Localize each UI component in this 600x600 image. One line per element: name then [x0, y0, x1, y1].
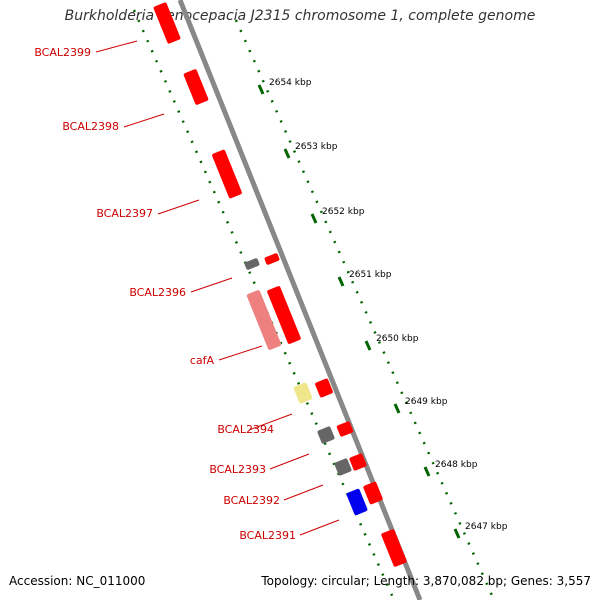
backbone — [177, 0, 423, 600]
gene-label: BCAL2398 — [62, 120, 119, 133]
leader-line — [157, 199, 200, 215]
scale-tick-mark — [337, 276, 345, 287]
accession-text: Accession: NC_011000 — [9, 574, 146, 588]
gene-label: BCAL2399 — [34, 46, 91, 59]
scale-tick-label: 2649 kbp — [405, 397, 448, 407]
gene-feature-gray — [244, 258, 260, 270]
tick-dots — [132, 9, 496, 600]
scale-tick-label: 2651 kbp — [349, 270, 392, 280]
scale-tick-label: 2653 kbp — [295, 142, 338, 152]
gene-label: BCAL2391 — [239, 529, 296, 542]
gene-feature-pink — [246, 290, 282, 350]
leader-line — [283, 484, 324, 501]
scale-tick-label: 2652 kbp — [322, 207, 365, 217]
gene-feature-gray — [317, 426, 335, 444]
scale-ticks: 2654 kbp 2653 kbp 2652 kbp 2651 kbp 2650 kbp… — [257, 78, 508, 539]
gene-feature-red — [183, 69, 209, 105]
scale-tick-mark — [310, 213, 318, 224]
genome-summary-text: Topology: circular; Length: 3,870,082 bp… — [261, 574, 591, 588]
gene-label: cafA — [190, 354, 215, 367]
leader-line — [269, 453, 310, 470]
scale-tick-mark — [257, 84, 265, 95]
gene-feature-yellow — [293, 382, 313, 404]
scale-tick-mark — [364, 340, 372, 351]
gene-feature-red — [336, 421, 354, 437]
gene-label: BCAL2393 — [209, 463, 266, 476]
scale-tick-label: 2650 kbp — [376, 334, 419, 344]
scale-tick-label: 2647 kbp — [465, 522, 508, 532]
gene-feature-red — [264, 253, 280, 265]
leader-line — [218, 345, 263, 361]
ruler-dotted-line — [234, 19, 496, 600]
scale-tick-label: 2648 kbp — [435, 460, 478, 470]
feature-track — [153, 2, 407, 567]
scale-tick-mark — [423, 466, 431, 477]
gene-feature-gray — [334, 458, 352, 476]
gene-feature-red — [349, 453, 367, 471]
gene-label: BCAL2394 — [217, 423, 274, 436]
gene-feature-red — [381, 529, 407, 567]
scale-tick-mark — [283, 148, 291, 159]
gene-label: BCAL2397 — [96, 207, 153, 220]
gene-label: BCAL2392 — [223, 494, 280, 507]
gene-feature-red — [153, 2, 181, 44]
gene-feature-red — [363, 481, 383, 505]
leader-line — [123, 113, 165, 128]
gene-feature-blue — [346, 488, 368, 516]
leader-line — [190, 277, 233, 293]
scale-tick-mark — [393, 403, 401, 414]
backbone-line — [177, 0, 423, 600]
leader-line — [95, 40, 138, 53]
gene-labels: BCAL2399 BCAL2398 BCAL2397 BCAL2396 cafA BCAL… — [34, 46, 296, 542]
scale-tick-label: 2654 kbp — [269, 78, 312, 88]
gene-feature-red — [267, 286, 301, 344]
leader-line — [248, 413, 293, 431]
gene-label: BCAL2396 — [129, 286, 186, 299]
gene-feature-red — [212, 149, 242, 199]
leader-lines — [95, 40, 340, 536]
scale-tick-mark — [453, 528, 461, 539]
gene-feature-red — [315, 378, 333, 398]
leader-line — [299, 519, 340, 536]
